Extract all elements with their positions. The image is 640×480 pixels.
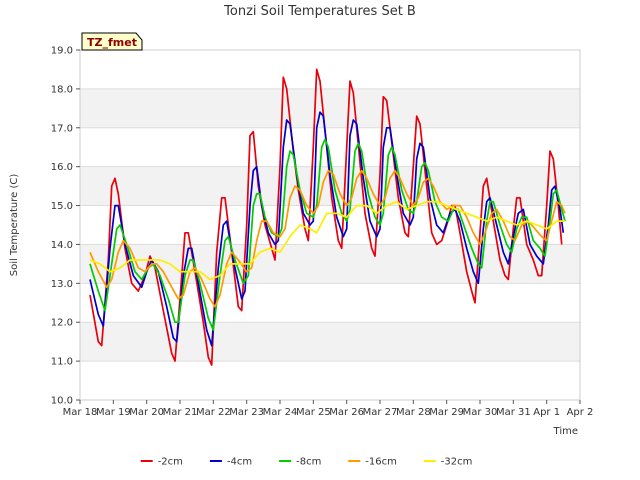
series-line-minus-8cm [89,138,566,331]
x-tick-label: Mar 26 [329,407,364,418]
y-tick-label: 13.0 [51,279,73,290]
x-tick-label: Apr 1 [533,407,560,418]
grid-band [80,244,580,284]
x-tick-label: Mar 23 [229,407,264,418]
series-line-minus-4cm [89,111,565,347]
series-lines [89,68,566,366]
x-tick-label: Mar 28 [396,407,431,418]
x-tick-label: Mar 27 [363,407,398,418]
legend-label: -32cm [441,457,473,468]
y-tick-label: 11.0 [51,357,73,368]
grid-band [80,50,580,89]
grid-band [80,283,580,323]
series-line-minus-32cm [89,200,565,281]
legend-label: -4cm [227,457,252,468]
grid-band [80,88,580,128]
x-tick-label: Mar 21 [163,407,198,418]
x-tick-label: Mar 22 [196,407,231,418]
legend-label: -2cm [158,457,183,468]
grid-band [80,361,580,400]
grid-band [80,322,580,362]
y-tick-label: 15.0 [51,201,73,212]
grid-bands [80,49,580,401]
y-tick-label: 12.0 [51,318,73,329]
x-tick-label: Mar 24 [263,407,298,418]
legend: -2cm -4cm -8cm -16cm -32cm [140,457,473,468]
x-tick-label: Mar 19 [96,407,131,418]
y-tick-label: 10.0 [51,396,73,407]
chart-title: Tonzi Soil Temperatures Set B [223,4,416,19]
y-tick-label: 18.0 [51,84,73,95]
x-tick-label: Mar 25 [296,407,331,418]
x-tick-label: Mar 20 [129,407,164,418]
y-tick-label: 19.0 [51,46,73,57]
badge-box [81,32,143,51]
legend-label: -16cm [365,457,397,468]
y-axis-label: Soil Temperature (C) [9,174,20,277]
plot-area [79,49,581,401]
site-badge: TZ_fmet [81,32,143,51]
x-tick-label: Mar 31 [496,407,531,418]
x-tick-label: Mar 18 [63,407,98,418]
x-tick-label: Apr 2 [567,407,594,418]
y-axis-ticks: 10.0 11.0 12.0 13.0 14.0 15.0 16.0 17.0 18.0 19.0 [51,46,80,407]
series-line-minus-2cm [89,68,563,366]
x-tick-label: Mar 29 [429,407,464,418]
y-tick-label: 17.0 [51,123,73,134]
y-tick-label: 14.0 [51,240,73,251]
y-tick-label: 16.0 [51,162,73,173]
x-axis-label: Time [553,426,578,437]
x-tick-label: Mar 30 [463,407,498,418]
badge-text: TZ_fmet [87,36,137,49]
legend-label: -8cm [296,457,321,468]
